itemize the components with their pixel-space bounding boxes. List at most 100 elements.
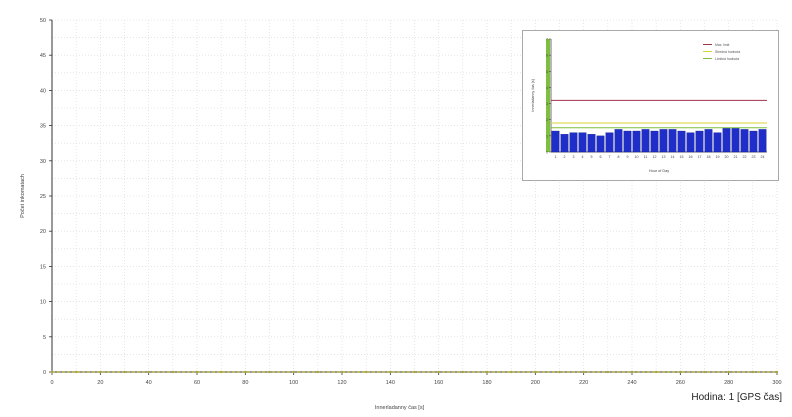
legend-label-limit: Limitná hodnota (715, 56, 740, 61)
x-tick-label: 160 (434, 380, 443, 386)
inset-x-tick-label: 18 (707, 155, 711, 159)
inset-y-tick-label: 5 (546, 70, 548, 74)
legend-item: Limitná hodnota (703, 55, 769, 62)
data-point (775, 370, 779, 374)
inset-y-tick-label: 0 (546, 151, 548, 155)
data-point (195, 370, 199, 374)
inset-x-tick-label: 11 (644, 155, 648, 159)
bar (722, 127, 731, 153)
data-point (316, 370, 320, 374)
inset-x-tick-label: 14 (671, 155, 675, 159)
y-tick-label: 20 (40, 229, 46, 235)
inset-x-tick-label: 8 (618, 155, 620, 159)
inset-x-tick-label: 12 (653, 155, 657, 159)
inset-x-tick-label: 23 (752, 155, 756, 159)
inset-x-tick-label: 15 (680, 155, 684, 159)
x-tick-label: 200 (531, 380, 540, 386)
data-point (268, 370, 271, 374)
inset-y-axis-label: Innerladanny čas [s] (531, 79, 535, 111)
bar (614, 129, 623, 153)
data-point (340, 370, 344, 374)
y-axis-label: Počet inkomatach (20, 174, 26, 218)
bar (641, 129, 650, 153)
bar (659, 129, 668, 153)
x-tick-label: 120 (337, 380, 346, 386)
x-tick-label: 260 (676, 380, 685, 386)
x-tick-label: 220 (579, 380, 588, 386)
bar (731, 127, 740, 153)
inset-x-tick-label: 9 (627, 155, 629, 159)
legend-swatch-limit (703, 58, 712, 59)
inset-x-tick-label: 2 (564, 155, 566, 159)
bar (623, 130, 632, 153)
inset-y-tick-label: 2 (546, 118, 548, 122)
bar (758, 129, 767, 153)
highlight-strip (546, 39, 550, 152)
inset-x-tick-label: 22 (743, 155, 747, 159)
bar (677, 130, 686, 153)
bar (749, 130, 758, 153)
x-tick-label: 60 (194, 380, 200, 386)
y-tick-label: 30 (40, 159, 46, 165)
data-point (147, 370, 150, 374)
bar (704, 129, 713, 153)
bar (569, 132, 578, 153)
inset-legend: Max. limit Stredná hodnota Limitná hodno… (703, 41, 769, 65)
bar (596, 135, 605, 153)
inset-x-tick-label: 4 (582, 155, 584, 159)
data-point (50, 370, 54, 374)
inset-y-tick-label: 7 (546, 38, 548, 42)
inset-y-tick-label: 6 (546, 54, 548, 58)
data-point (630, 370, 634, 374)
y-tick-label: 5 (43, 335, 46, 341)
data-point (606, 370, 610, 374)
x-tick-label: 0 (50, 380, 53, 386)
y-tick-label: 10 (40, 300, 46, 306)
data-point (509, 370, 513, 374)
y-tick-label: 40 (40, 88, 46, 94)
data-point (751, 370, 755, 374)
inset-x-tick-label: 13 (662, 155, 666, 159)
inset-x-tick-label: 5 (591, 155, 593, 159)
inset-x-tick-label: 1 (555, 155, 557, 159)
data-point (582, 370, 585, 374)
y-tick-label: 35 (40, 124, 46, 130)
inset-x-tick-label: 7 (609, 155, 611, 159)
bar (740, 129, 749, 153)
data-point (219, 370, 223, 374)
bar (587, 134, 596, 153)
legend-item: Stredná hodnota (703, 48, 769, 55)
data-point (485, 370, 489, 374)
bar (605, 132, 614, 153)
data-point (413, 370, 416, 374)
inset-x-tick-label: 20 (725, 155, 729, 159)
y-tick-label: 45 (40, 53, 46, 59)
inset-y-tick-label: 4 (546, 86, 548, 90)
data-point (679, 370, 682, 374)
legend-label-mean: Stredná hodnota (715, 49, 741, 54)
legend-label-max: Max. limit (715, 42, 730, 47)
x-tick-label: 300 (772, 380, 781, 386)
inset-y-tick-label: 3 (546, 102, 548, 106)
bar (695, 130, 704, 153)
bar (578, 132, 587, 153)
inset-x-tick-label: 24 (761, 155, 765, 159)
y-tick-label: 25 (40, 194, 46, 200)
y-tick-label: 15 (40, 264, 46, 270)
x-tick-label: 180 (482, 380, 491, 386)
x-axis-label: Innerladanny čas [s] (375, 405, 425, 411)
inset-x-tick-label: 17 (698, 155, 702, 159)
data-point (437, 370, 440, 374)
bar (560, 134, 569, 153)
legend-swatch-mean (703, 51, 712, 52)
data-point (703, 370, 706, 374)
x-tick-label: 240 (627, 380, 636, 386)
inset-x-tick-label: 21 (734, 155, 738, 159)
x-tick-label: 140 (386, 380, 395, 386)
x-tick-label: 100 (289, 380, 298, 386)
data-point (461, 370, 465, 374)
footer-hour-label: Hodina: 1 [GPS čas] (691, 392, 782, 403)
data-point (364, 370, 368, 374)
data-point (123, 370, 126, 374)
